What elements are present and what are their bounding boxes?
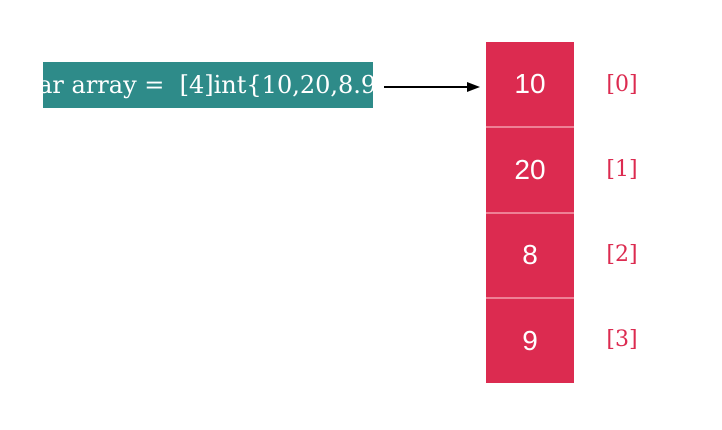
array-column: 10 20 8 9 [486, 42, 574, 383]
array-cell-0: 10 [486, 42, 574, 126]
array-cell-value-2: 8 [522, 239, 538, 271]
index-row-0: [0] [596, 42, 648, 127]
arrow-icon [384, 82, 480, 92]
array-cell-1: 20 [486, 125, 574, 212]
index-row-3: [3] [596, 298, 648, 383]
array-cell-2: 8 [486, 211, 574, 298]
index-row-2: [2] [596, 213, 648, 298]
index-label-0: [0] [606, 71, 638, 97]
code-box: var array = [4]int{10,20,8.9} [25, 62, 391, 108]
code-declaration-text: var array = [4]int{10,20,8.9} [24, 71, 392, 99]
array-cell-value-0: 10 [514, 67, 546, 99]
index-label-2: [2] [606, 242, 638, 268]
array-cell-value-1: 20 [514, 153, 546, 185]
index-row-1: [1] [596, 127, 648, 212]
array-cell-3: 9 [486, 297, 574, 383]
index-label-3: [3] [606, 327, 638, 353]
index-labels: [0] [1] [2] [3] [596, 42, 648, 383]
array-cell-value-3: 9 [522, 325, 538, 357]
index-label-1: [1] [606, 156, 638, 182]
